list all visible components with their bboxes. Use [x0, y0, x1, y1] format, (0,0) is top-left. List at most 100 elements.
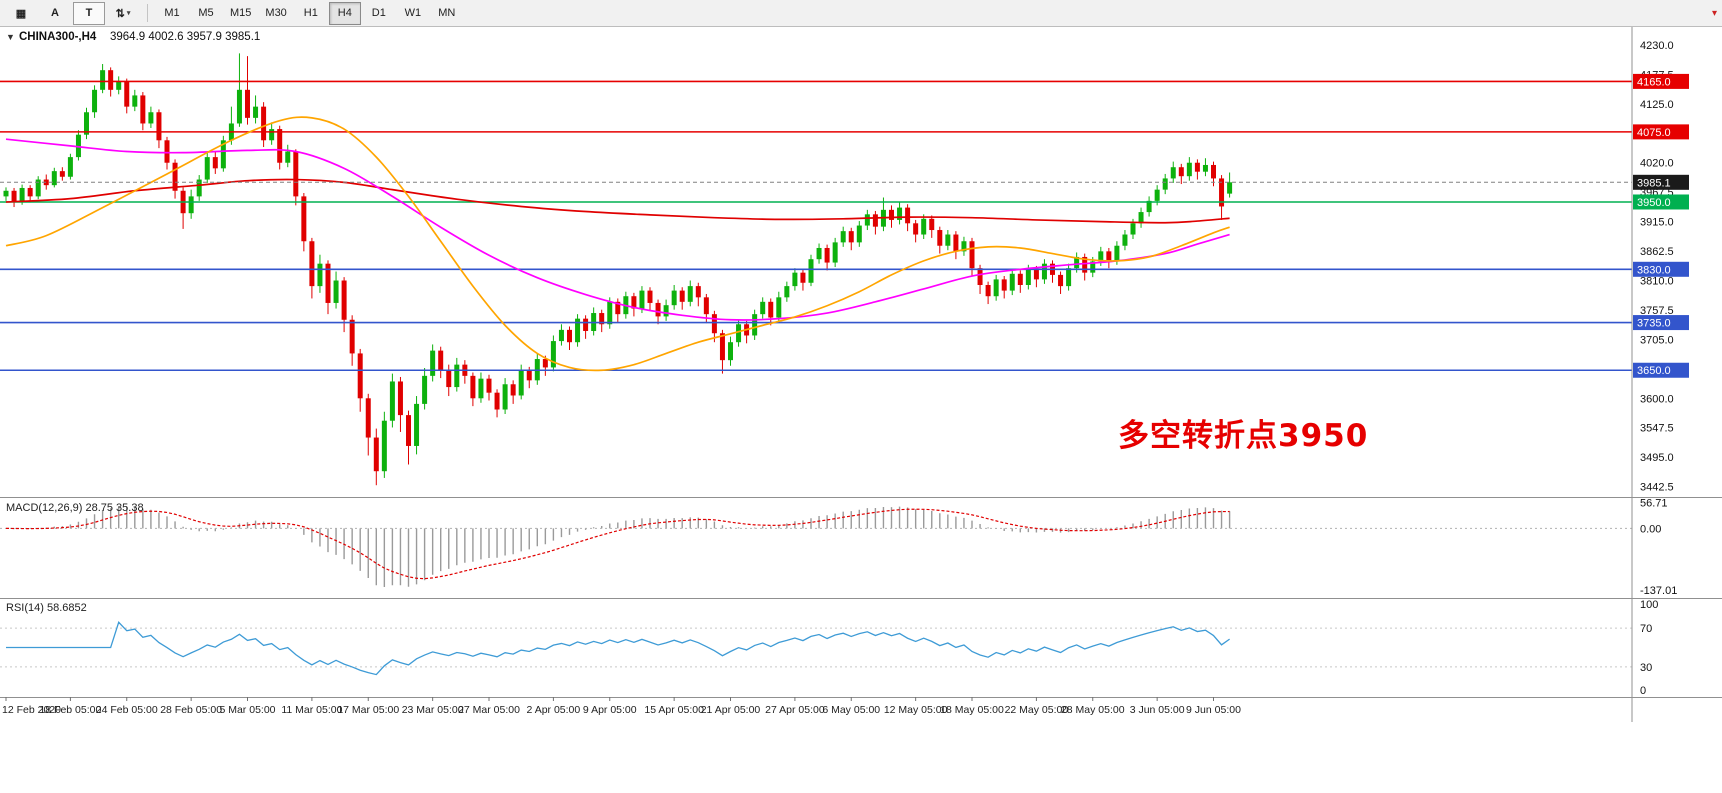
- candle: [132, 95, 138, 107]
- timeframe-button-h1[interactable]: H1: [303, 7, 318, 19]
- rsi-line: [6, 621, 1230, 676]
- time-label: 12 Feb 2020: [2, 704, 61, 716]
- candle: [889, 209, 894, 220]
- price-badge-text: 4075.0: [1637, 127, 1671, 139]
- candle: [800, 272, 806, 283]
- chart-grid-icon[interactable]: ▦: [15, 7, 27, 20]
- candle: [905, 207, 911, 224]
- candle: [212, 157, 218, 169]
- cursor-tool-button[interactable]: A: [51, 7, 59, 19]
- candle: [406, 415, 411, 446]
- timeframe-button-m1[interactable]: M1: [164, 7, 180, 19]
- chart-annotation-text[interactable]: 多空转折点3950: [1118, 418, 1369, 454]
- candle: [19, 187, 25, 202]
- price-badge-3950.0: [1633, 194, 1689, 210]
- candle: [567, 329, 572, 343]
- candle: [1017, 273, 1023, 285]
- time-label: 28 Feb 05:00: [160, 704, 222, 716]
- time-label: 27 Mar 05:00: [458, 704, 520, 716]
- time-label: 15 Apr 05:00: [644, 704, 704, 716]
- price-scale-label: 3495.0: [1640, 452, 1674, 464]
- candle: [832, 242, 838, 263]
- time-label: 9 Apr 05:00: [583, 704, 637, 716]
- candle: [583, 318, 589, 331]
- candle: [1090, 261, 1096, 273]
- candle: [897, 207, 903, 220]
- rsi-scale-label: 0: [1640, 685, 1646, 697]
- candle: [840, 231, 846, 243]
- candle: [27, 187, 33, 197]
- candle: [575, 318, 581, 343]
- candle: [349, 319, 355, 354]
- candle: [124, 81, 130, 107]
- candle: [736, 324, 742, 343]
- candle: [1138, 212, 1144, 224]
- candle: [760, 301, 766, 315]
- toolbar-right-icon[interactable]: ▾: [1711, 7, 1717, 19]
- candle: [816, 247, 822, 260]
- candle: [116, 81, 122, 90]
- timeframe-button-h4[interactable]: H4: [328, 1, 361, 25]
- candle: [1202, 164, 1208, 172]
- timeframe-button-m30[interactable]: M30: [265, 7, 287, 19]
- timeframe-button-d1[interactable]: D1: [371, 7, 386, 19]
- candle: [728, 342, 733, 361]
- candle: [872, 214, 878, 227]
- candle: [1058, 274, 1064, 287]
- candle: [35, 179, 41, 197]
- candle: [148, 112, 154, 124]
- candle: [446, 370, 452, 388]
- timeframe-button-m15[interactable]: M15: [230, 7, 252, 19]
- candle: [494, 392, 500, 410]
- candle: [51, 171, 57, 186]
- time-label: 3 Jun 05:00: [1130, 704, 1185, 716]
- shapes-tool-button[interactable]: ⇅ ▾: [115, 7, 131, 20]
- price-scale-label: 3810.0: [1640, 276, 1674, 288]
- price-scale-label: 3915.0: [1640, 217, 1674, 229]
- candle: [1041, 263, 1047, 280]
- candle: [422, 375, 428, 404]
- price-badge-3650.0: [1633, 362, 1689, 378]
- candle: [277, 129, 283, 163]
- timeframe-button-w1[interactable]: W1: [404, 7, 422, 19]
- rsi-scale-label: 70: [1640, 623, 1652, 635]
- candle: [1001, 279, 1007, 291]
- dropdown-caret-icon[interactable]: ▾: [126, 10, 131, 17]
- candle: [245, 89, 250, 118]
- candle: [236, 89, 242, 124]
- chart-collapse-icon[interactable]: ▼: [6, 32, 15, 42]
- time-label: 11 Mar 05:00: [281, 704, 342, 716]
- candle: [526, 370, 532, 381]
- time-label: 9 Jun 05:00: [1186, 704, 1241, 716]
- text-tool-button[interactable]: T: [73, 1, 105, 25]
- candle: [333, 280, 339, 303]
- candle: [478, 378, 484, 399]
- candle: [695, 286, 701, 298]
- candle: [711, 314, 717, 334]
- price-scale-label: 3547.5: [1640, 423, 1674, 435]
- candle: [607, 301, 613, 325]
- candle: [1162, 178, 1168, 190]
- candle: [615, 301, 621, 315]
- toolbar-separator: [147, 4, 148, 22]
- candle: [397, 381, 403, 416]
- candle: [969, 241, 975, 269]
- time-label: 6 May 05:00: [822, 704, 880, 716]
- price-scale-label: 3600.0: [1640, 393, 1674, 405]
- candle: [1146, 200, 1152, 213]
- candle: [985, 284, 991, 297]
- price-scale-label: 4125.0: [1640, 99, 1674, 111]
- timeframe-button-mn[interactable]: MN: [438, 7, 456, 19]
- time-label: 24 Feb 05:00: [96, 704, 158, 716]
- candle: [365, 398, 371, 438]
- candle: [220, 140, 226, 169]
- price-badge-3735.0: [1633, 315, 1689, 331]
- candle: [1178, 167, 1184, 177]
- candle: [172, 162, 178, 191]
- candle: [808, 259, 814, 283]
- rsi-label: RSI(14) 58.6852: [6, 602, 87, 614]
- candle: [438, 350, 444, 371]
- timeframe-button-m5[interactable]: M5: [198, 7, 214, 19]
